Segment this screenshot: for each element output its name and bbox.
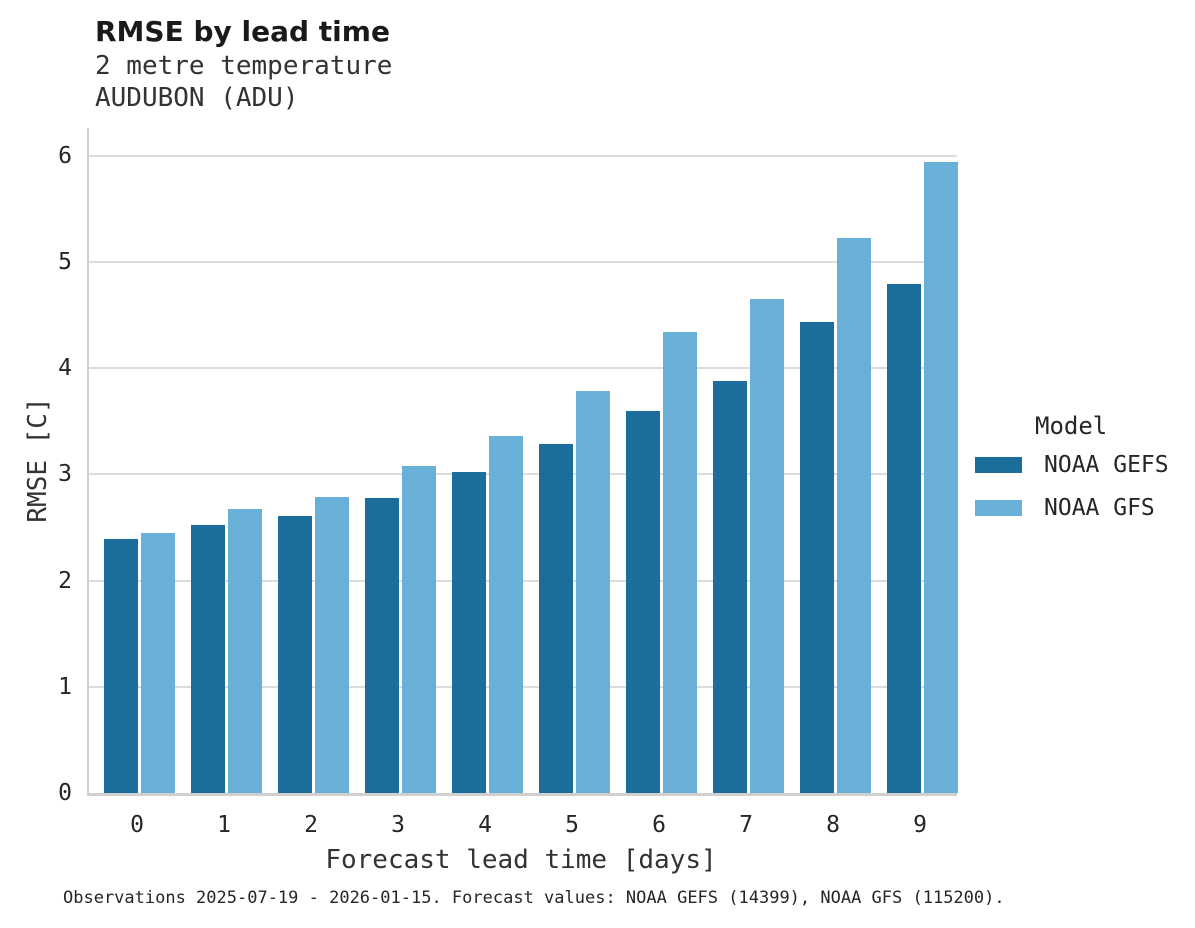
- legend-swatch-noaa-gfs-icon: [975, 500, 1022, 516]
- x-tick-label-2: 2: [304, 812, 318, 838]
- x-axis-title: Forecast lead time [days]: [325, 845, 717, 875]
- x-tick-label-5: 5: [565, 812, 579, 838]
- bar-noaa-gefs-day9: [886, 284, 921, 793]
- x-tick-label-1: 1: [217, 812, 231, 838]
- bar-noaa-gfs-day7: [749, 299, 784, 793]
- bar-noaa-gefs-day8: [799, 322, 834, 793]
- y-tick-label-5: 5: [58, 248, 72, 275]
- gridline-y1: [89, 685, 957, 688]
- chart-title: RMSE by lead time: [95, 15, 390, 48]
- chart-subtitle: 2 metre temperature: [95, 51, 393, 81]
- y-tick-label-1: 1: [58, 673, 72, 700]
- legend-title: Model: [1035, 412, 1108, 440]
- x-tick-label-7: 7: [739, 812, 753, 838]
- gridline-y3: [89, 473, 957, 476]
- x-tick-label-0: 0: [130, 812, 144, 838]
- x-tick-label-8: 8: [826, 812, 840, 838]
- gridline-y6: [89, 154, 957, 157]
- bar-noaa-gefs-day3: [364, 497, 399, 793]
- bar-noaa-gfs-day2: [314, 496, 349, 793]
- bar-noaa-gfs-day5: [575, 391, 610, 793]
- y-axis-title: RMSE [C]: [23, 397, 53, 523]
- x-tick-label-3: 3: [391, 812, 405, 838]
- legend-label-noaa-gfs: NOAA GFS: [1044, 495, 1155, 521]
- y-tick-label-0: 0: [58, 780, 72, 806]
- bar-noaa-gfs-day8: [836, 238, 871, 793]
- legend-entry-gefs: NOAA GEFS: [975, 452, 1190, 478]
- legend-label-noaa-gefs: NOAA GEFS: [1044, 452, 1169, 478]
- bar-noaa-gfs-day1: [227, 509, 262, 793]
- bar-noaa-gfs-day0: [140, 532, 175, 793]
- legend: Model NOAA GEFS NOAA GFS: [975, 412, 1190, 538]
- bar-noaa-gfs-day9: [923, 162, 958, 793]
- x-tick-label-4: 4: [478, 812, 492, 838]
- bar-noaa-gfs-day3: [401, 465, 436, 793]
- y-tick-label-4: 4: [58, 355, 72, 382]
- bar-noaa-gefs-day1: [190, 525, 225, 793]
- x-tick-label-6: 6: [652, 812, 666, 838]
- bar-noaa-gfs-day6: [662, 331, 697, 793]
- bar-noaa-gfs-day4: [488, 436, 523, 793]
- y-tick-label-3: 3: [58, 461, 72, 488]
- y-tick-label-2: 2: [58, 567, 72, 594]
- legend-entry-gfs: NOAA GFS: [975, 495, 1190, 521]
- gridline-y5: [89, 260, 957, 263]
- bar-noaa-gefs-day5: [538, 443, 573, 793]
- legend-swatch-noaa-gefs-icon: [975, 457, 1022, 473]
- bar-noaa-gefs-day7: [712, 380, 747, 793]
- chart-station-label: AUDUBON (ADU): [95, 83, 299, 113]
- footer-note: Observations 2025-07-19 - 2026-01-15. Fo…: [63, 888, 1005, 908]
- y-tick-label-6: 6: [58, 142, 72, 169]
- bar-noaa-gefs-day6: [625, 410, 660, 793]
- gridline-y2: [89, 579, 957, 582]
- bar-noaa-gefs-day0: [103, 539, 138, 793]
- plot-area: [87, 128, 958, 796]
- bar-noaa-gefs-day2: [277, 515, 312, 793]
- chart-header: RMSE by lead time 2 metre temperature AU…: [95, 14, 392, 114]
- x-tick-label-9: 9: [913, 812, 927, 838]
- gridline-y4: [89, 367, 957, 370]
- bar-noaa-gefs-day4: [451, 472, 486, 793]
